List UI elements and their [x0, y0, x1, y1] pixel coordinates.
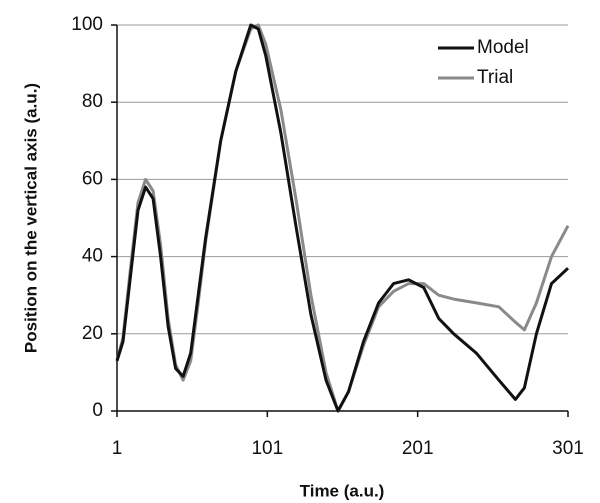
x-tick-label: 201 [402, 438, 434, 459]
y-tick-label: 60 [82, 168, 103, 189]
y-tick-label: 0 [92, 400, 103, 421]
x-tick-label: 301 [552, 438, 584, 459]
legend-label: Trial [477, 67, 513, 88]
x-tick-label: 101 [251, 438, 283, 459]
y-tick-label: 100 [71, 14, 103, 35]
series-line [115, 23, 570, 413]
y-tick-label: 40 [82, 246, 103, 267]
y-tick-label: 80 [82, 91, 103, 112]
x-axis-title: Time (a.u.) [300, 481, 385, 500]
y-tick-label: 20 [82, 323, 103, 344]
x-tick-label: 1 [112, 438, 123, 459]
legend-label: Model [477, 37, 529, 58]
y-axis-title: Position on the vertical axis (a.u.) [21, 83, 40, 353]
